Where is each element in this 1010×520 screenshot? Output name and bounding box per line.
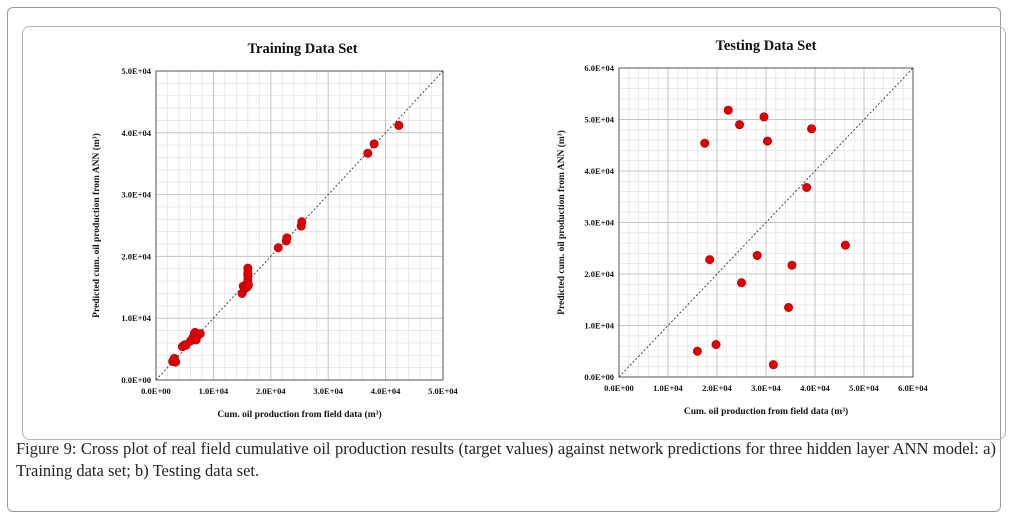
training-data-point: [363, 148, 373, 158]
testing-data-point: [768, 360, 778, 370]
testing-y-tick-label: 4.0E+04: [584, 166, 614, 176]
testing-y-tick-label: 3.0E+04: [584, 218, 614, 228]
training-x-axis-label: Cum. oil production from field data (m³): [217, 409, 381, 420]
testing-data-point: [723, 105, 733, 115]
testing-y-tick-label: 0.0E+00: [584, 372, 614, 382]
testing-data-point: [787, 260, 797, 270]
training-data-point: [394, 120, 404, 130]
training-x-tick-label: 3.0E+04: [313, 386, 343, 396]
figure-frame: 0.0E+00 1.0E+04 2.0E+04 3.0E+04 4.0E+04 5.0E+…: [7, 7, 1006, 512]
testing-data-point: [735, 120, 745, 130]
training-chart-title: Training Data Set: [247, 41, 357, 57]
testing-reference-line: [618, 67, 914, 378]
testing-data-point: [700, 138, 710, 148]
testing-x-tick-label: 2.0E+04: [702, 383, 732, 393]
testing-data-point: [711, 340, 721, 350]
testing-x-tick-label: 6.0E+04: [898, 383, 928, 393]
training-y-tick-label: 0.0E+00: [121, 375, 151, 385]
figure-caption-label: Figure 9:: [16, 439, 77, 458]
testing-chart: 0.0E+00 1.0E+04 2.0E+04 3.0E+04 4.0E+04 5.0E+…: [556, 38, 929, 417]
training-y-tick-label: 1.0E+04: [121, 313, 151, 323]
testing-y-tick-label: 6.0E+04: [584, 63, 614, 73]
charts-svg: 0.0E+00 1.0E+04 2.0E+04 3.0E+04 4.0E+04 5.0E+…: [91, 38, 929, 420]
training-x-tick-label: 4.0E+04: [371, 386, 401, 396]
training-y-tick-label: 4.0E+04: [121, 128, 151, 138]
testing-y-axis-label: Predicted cum. oil production from ANN (…: [556, 130, 567, 315]
testing-x-tick-label: 5.0E+04: [849, 383, 879, 393]
training-data-point: [297, 217, 307, 227]
testing-y-tick-label: 5.0E+04: [584, 115, 614, 125]
testing-data-point: [802, 182, 812, 192]
training-y-axis-label: Predicted cum. oil production from ANN (…: [91, 133, 102, 318]
training-data-point: [369, 139, 379, 149]
testing-x-axis-label: Cum. oil production from field data (m³): [684, 406, 848, 417]
testing-data-point: [705, 255, 715, 265]
training-x-tick-label: 2.0E+04: [256, 386, 286, 396]
testing-data-point: [840, 240, 850, 250]
testing-x-tick-label: 1.0E+04: [653, 383, 683, 393]
testing-y-tick-label: 2.0E+04: [584, 269, 614, 279]
training-y-tick-label: 5.0E+04: [121, 66, 151, 76]
training-x-tick-label: 5.0E+04: [428, 386, 458, 396]
training-data-point: [243, 280, 253, 290]
training-y-tick-label: 3.0E+04: [121, 190, 151, 200]
training-data-point: [282, 233, 292, 243]
testing-data-point: [762, 136, 772, 146]
training-data-point: [243, 263, 253, 273]
testing-data-point: [784, 302, 794, 312]
training-chart: 0.0E+00 1.0E+04 2.0E+04 3.0E+04 4.0E+04 5.0E+…: [91, 41, 459, 420]
testing-data-point: [807, 124, 817, 134]
figure-caption-text: Cross plot of real field cumulative oil …: [16, 439, 996, 480]
testing-data-point: [759, 112, 769, 122]
training-y-tick-label: 2.0E+04: [121, 251, 151, 261]
testing-x-tick-label: 0.0E+00: [604, 383, 634, 393]
training-plot-border: [155, 70, 444, 381]
testing-x-tick-label: 4.0E+04: [800, 383, 830, 393]
testing-y-tick-label: 1.0E+04: [584, 321, 614, 331]
testing-data-point: [692, 346, 702, 356]
figure-caption: Figure 9: Cross plot of real field cumul…: [16, 438, 996, 482]
charts-container: 0.0E+00 1.0E+04 2.0E+04 3.0E+04 4.0E+04 5.0E+…: [22, 26, 1006, 440]
training-x-tick-label: 0.0E+00: [141, 386, 171, 396]
testing-plot-border: [618, 67, 914, 378]
training-data-point: [273, 243, 283, 253]
testing-data-point: [752, 250, 762, 260]
training-data-point: [169, 355, 179, 365]
testing-chart-title: Testing Data Set: [716, 38, 817, 54]
training-x-tick-label: 1.0E+04: [199, 386, 229, 396]
testing-data-point: [736, 278, 746, 288]
training-data-point: [191, 335, 201, 345]
testing-x-tick-label: 3.0E+04: [751, 383, 781, 393]
